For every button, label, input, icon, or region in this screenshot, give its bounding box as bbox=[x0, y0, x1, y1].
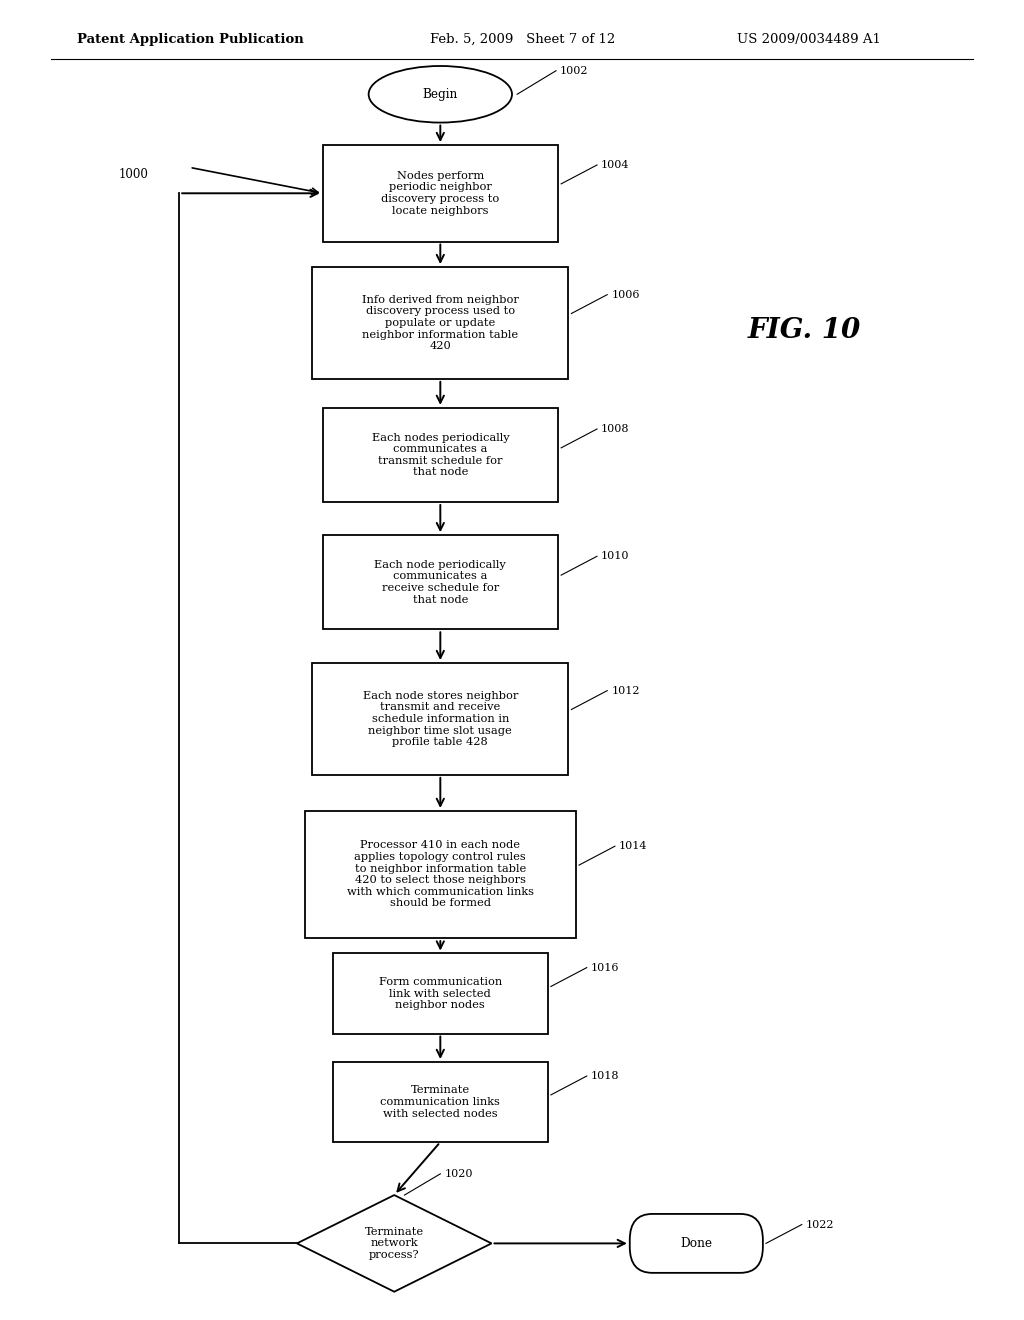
Text: Feb. 5, 2009   Sheet 7 of 12: Feb. 5, 2009 Sheet 7 of 12 bbox=[430, 33, 615, 46]
Text: Processor 410 in each node
applies topology control rules
to neighbor informatio: Processor 410 in each node applies topol… bbox=[347, 841, 534, 908]
Text: 1004: 1004 bbox=[601, 160, 630, 170]
Text: Begin: Begin bbox=[423, 88, 458, 100]
Bar bbox=[323, 145, 558, 242]
Text: FIG. 10: FIG. 10 bbox=[748, 317, 861, 343]
Polygon shape bbox=[297, 1195, 492, 1292]
Text: 1022: 1022 bbox=[806, 1220, 835, 1229]
Text: Patent Application Publication: Patent Application Publication bbox=[77, 33, 303, 46]
Text: 1006: 1006 bbox=[611, 289, 640, 300]
Text: US 2009/0034489 A1: US 2009/0034489 A1 bbox=[737, 33, 882, 46]
Bar bbox=[323, 535, 558, 630]
Text: 1012: 1012 bbox=[611, 685, 640, 696]
FancyBboxPatch shape bbox=[630, 1214, 763, 1272]
Text: 1000: 1000 bbox=[118, 168, 148, 181]
Text: Terminate
communication links
with selected nodes: Terminate communication links with selec… bbox=[380, 1085, 501, 1118]
Text: Each nodes periodically
communicates a
transmit schedule for
that node: Each nodes periodically communicates a t… bbox=[372, 433, 509, 478]
Text: Terminate
network
process?: Terminate network process? bbox=[365, 1226, 424, 1261]
Text: 1020: 1020 bbox=[444, 1168, 473, 1179]
Bar bbox=[312, 663, 568, 775]
Bar bbox=[312, 267, 568, 379]
Bar bbox=[333, 953, 548, 1034]
Text: Info derived from neighbor
discovery process used to
populate or update
neighbor: Info derived from neighbor discovery pro… bbox=[361, 294, 519, 351]
Bar bbox=[305, 810, 575, 939]
Text: Nodes perform
periodic neighbor
discovery process to
locate neighbors: Nodes perform periodic neighbor discover… bbox=[381, 170, 500, 215]
Text: 1014: 1014 bbox=[618, 841, 647, 851]
Text: 1008: 1008 bbox=[601, 424, 630, 434]
Bar bbox=[333, 1061, 548, 1142]
Text: Each node periodically
communicates a
receive schedule for
that node: Each node periodically communicates a re… bbox=[375, 560, 506, 605]
Text: Each node stores neighbor
transmit and receive
schedule information in
neighbor : Each node stores neighbor transmit and r… bbox=[362, 690, 518, 747]
Text: Form communication
link with selected
neighbor nodes: Form communication link with selected ne… bbox=[379, 977, 502, 1010]
Bar bbox=[323, 408, 558, 502]
Text: Done: Done bbox=[680, 1237, 713, 1250]
Ellipse shape bbox=[369, 66, 512, 123]
Text: 1016: 1016 bbox=[591, 962, 620, 973]
Text: 1010: 1010 bbox=[601, 552, 630, 561]
Text: 1018: 1018 bbox=[591, 1071, 620, 1081]
Text: 1002: 1002 bbox=[560, 66, 589, 75]
